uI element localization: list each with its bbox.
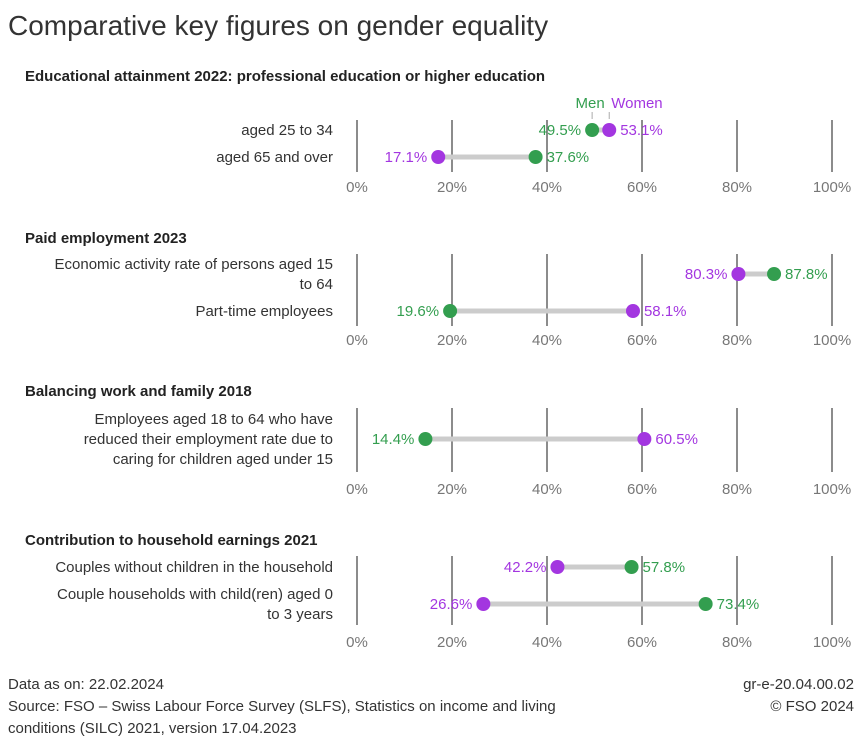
panel-3: Balancing work and family 2018 0% 20% 40% 60… bbox=[25, 383, 851, 498]
x-tick-label: 0% bbox=[346, 634, 368, 651]
x-tick-label: 40% bbox=[532, 634, 562, 651]
source-line-2: conditions (SILC) 2021, version 17.04.20… bbox=[8, 720, 297, 737]
category-label: aged 65 and over bbox=[216, 149, 333, 166]
men-value-label: 19.6% bbox=[397, 303, 440, 320]
legend-women: Women bbox=[611, 95, 662, 112]
women-dot bbox=[637, 432, 652, 446]
women-dot bbox=[625, 304, 640, 318]
x-tick-label: 60% bbox=[627, 179, 657, 196]
x-tick-label: 60% bbox=[627, 332, 657, 349]
men-dot bbox=[624, 560, 639, 574]
x-tick-label: 60% bbox=[627, 634, 657, 651]
men-dot bbox=[443, 304, 458, 318]
x-tick-label: 80% bbox=[722, 481, 752, 498]
men-value-label: 49.5% bbox=[539, 122, 582, 139]
x-tick-label: 40% bbox=[532, 179, 562, 196]
x-tick-label: 100% bbox=[813, 634, 851, 651]
women-value-label: 26.6% bbox=[430, 596, 473, 613]
panel-title: Educational attainment 2022: professiona… bbox=[25, 68, 545, 85]
category-label: Couples without children in the househol… bbox=[55, 559, 333, 576]
page-title: Comparative key figures on gender equali… bbox=[8, 10, 548, 41]
x-tick-label: 100% bbox=[813, 481, 851, 498]
x-tick-label: 80% bbox=[722, 179, 752, 196]
women-dot bbox=[602, 123, 617, 137]
x-tick-label: 60% bbox=[627, 481, 657, 498]
category-label: Employees aged 18 to 64 who have reduced … bbox=[84, 411, 333, 468]
men-dot bbox=[528, 150, 543, 164]
category-label: Economic activity rate of persons aged 1… bbox=[55, 256, 333, 293]
women-value-label: 53.1% bbox=[620, 122, 663, 139]
panel-4: Contribution to household earnings 2021 0… bbox=[25, 532, 851, 651]
panel-title: Balancing work and family 2018 bbox=[25, 383, 252, 400]
women-value-label: 80.3% bbox=[685, 266, 728, 283]
data-date: Data as on: 22.02.2024 bbox=[8, 676, 164, 693]
category-label: Part-time employees bbox=[195, 303, 333, 320]
chart-code: gr-e-20.04.00.02 bbox=[743, 676, 854, 693]
x-tick-label: 0% bbox=[346, 481, 368, 498]
women-dot bbox=[731, 267, 746, 281]
men-dot bbox=[418, 432, 433, 446]
x-tick-label: 80% bbox=[722, 634, 752, 651]
x-tick-label: 100% bbox=[813, 332, 851, 349]
source-line-1: Source: FSO – Swiss Labour Force Survey … bbox=[8, 698, 556, 715]
women-value-label: 60.5% bbox=[655, 431, 698, 448]
men-dot bbox=[767, 267, 782, 281]
x-tick-label: 20% bbox=[437, 634, 467, 651]
men-dot bbox=[698, 597, 713, 611]
x-tick-label: 0% bbox=[346, 179, 368, 196]
x-tick-label: 100% bbox=[813, 179, 851, 196]
women-value-label: 17.1% bbox=[385, 149, 428, 166]
panel-1: Educational attainment 2022: professiona… bbox=[25, 68, 851, 196]
x-tick-label: 40% bbox=[532, 481, 562, 498]
legend-men: Men bbox=[576, 95, 605, 112]
women-dot bbox=[431, 150, 446, 164]
men-value-label: 87.8% bbox=[785, 266, 828, 283]
men-value-label: 37.6% bbox=[547, 149, 590, 166]
x-tick-label: 0% bbox=[346, 332, 368, 349]
women-dot bbox=[550, 560, 565, 574]
panel-title: Paid employment 2023 bbox=[25, 230, 187, 247]
category-label: aged 25 to 34 bbox=[241, 122, 333, 139]
men-dot bbox=[585, 123, 600, 137]
x-tick-label: 20% bbox=[437, 179, 467, 196]
x-tick-label: 20% bbox=[437, 332, 467, 349]
x-tick-label: 20% bbox=[437, 481, 467, 498]
x-tick-label: 80% bbox=[722, 332, 752, 349]
women-value-label: 58.1% bbox=[644, 303, 687, 320]
women-value-label: 42.2% bbox=[504, 559, 547, 576]
copyright: © FSO 2024 bbox=[770, 698, 854, 715]
panel-title: Contribution to household earnings 2021 bbox=[25, 532, 318, 549]
men-value-label: 73.4% bbox=[717, 596, 760, 613]
men-value-label: 57.8% bbox=[643, 559, 686, 576]
category-label: Couple households with child(ren) aged 0… bbox=[57, 586, 333, 623]
men-value-label: 14.4% bbox=[372, 431, 415, 448]
panel-2: Paid employment 2023 0% 20% 40% 60% 80% 100% Ec… bbox=[25, 230, 851, 349]
women-dot bbox=[476, 597, 491, 611]
x-tick-label: 40% bbox=[532, 332, 562, 349]
